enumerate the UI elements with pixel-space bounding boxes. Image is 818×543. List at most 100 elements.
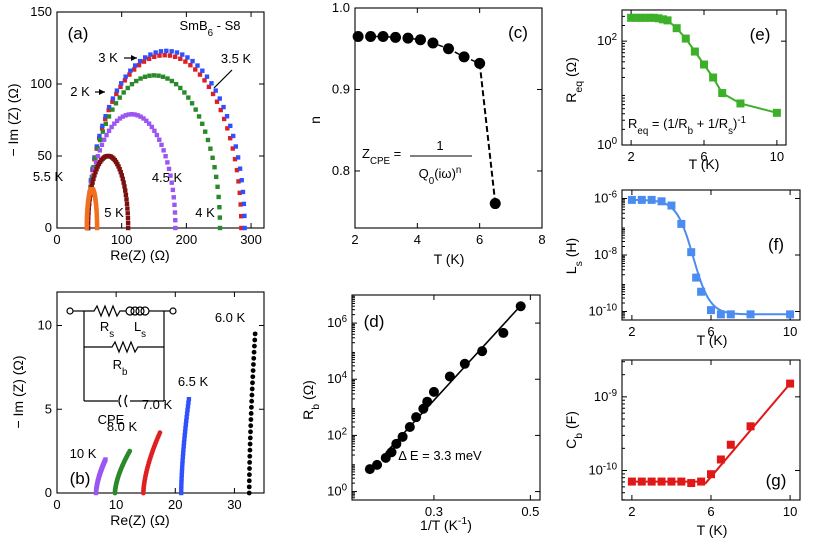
- y-axis-label-e-part-2: (Ω): [563, 57, 579, 81]
- y-tick-label-c: 1.0: [332, 0, 350, 15]
- y-axis-label-a: − Im (Z) (Ω): [5, 83, 21, 156]
- data-point-5K: [125, 225, 131, 231]
- data-point-3K: [114, 91, 119, 97]
- data-point-c: [352, 31, 364, 43]
- data-point-3K: [183, 59, 188, 64]
- x-tick-label-c: 4: [414, 232, 421, 247]
- data-point-35K: [103, 114, 108, 119]
- y-axis-label-f-part-2: (H): [563, 238, 579, 261]
- terminal-right: [169, 307, 177, 315]
- data-point-60K: [247, 466, 252, 471]
- resistor-rb: [84, 340, 164, 354]
- x-axis-label-e: T (K): [689, 156, 720, 172]
- data-point-3K: [197, 72, 203, 77]
- formula-num-c: 1: [436, 138, 443, 153]
- data-point-45K: [172, 202, 177, 208]
- formula-e-part-1: eq: [637, 126, 648, 137]
- data-point-5K: [91, 176, 96, 182]
- data-point-45K: [95, 154, 101, 159]
- data-point-c: [365, 31, 377, 43]
- data-point-45K: [168, 173, 173, 178]
- data-point-35K: [239, 178, 244, 183]
- label-ls-part-1: s: [141, 329, 146, 340]
- data-point-35K: [209, 81, 214, 86]
- data-point-55K: [94, 210, 99, 215]
- data-point-3K: [227, 136, 233, 141]
- label-5K: 5 K: [104, 205, 124, 220]
- data-point-f: [687, 248, 696, 257]
- data-point-c: [443, 43, 454, 55]
- data-point-g: [746, 422, 755, 431]
- data-point-3K: [236, 179, 241, 184]
- plot-frame-f: [621, 189, 801, 321]
- data-point-35K: [230, 133, 236, 139]
- data-point-35K: [153, 50, 158, 55]
- data-point-g: [677, 477, 686, 486]
- data-point-60K: [247, 459, 253, 465]
- data-point-c: [377, 31, 389, 43]
- data-point-65K: [180, 451, 186, 456]
- y-tick-label-f-part-0: 10: [594, 247, 608, 262]
- data-point-e: [631, 13, 640, 22]
- y-tick-label-d: 100: [327, 482, 347, 499]
- data-point-f: [647, 195, 656, 204]
- y-tick-label-d-part-1: 4: [342, 370, 348, 381]
- panel-label-g: (g): [766, 471, 787, 490]
- panel-label-f: (f): [768, 235, 784, 254]
- data-point-d: [498, 327, 509, 338]
- data-point-3K: [131, 67, 137, 72]
- data-point-2K: [173, 81, 179, 87]
- data-point-65K: [186, 397, 192, 402]
- data-point-e: [772, 108, 781, 117]
- x-tick-label-g: 6: [707, 504, 714, 519]
- label-5.5K: 5.5 K: [33, 169, 64, 184]
- formula-lhs-c-part-2: =: [390, 146, 401, 161]
- data-point-5K: [115, 161, 120, 167]
- data-point-f: [716, 310, 725, 319]
- data-point-3K: [146, 56, 152, 62]
- label-rb-part-1: b: [122, 367, 128, 378]
- data-point-d: [444, 371, 455, 382]
- x-tick-label-e: 6: [700, 149, 707, 164]
- data-point-3K: [238, 214, 244, 219]
- data-point-65K: [182, 433, 187, 438]
- data-point-5K: [94, 166, 99, 172]
- formula-den-c-part-1: 0: [429, 176, 435, 187]
- data-point-3K: [210, 91, 216, 97]
- y-tick-label-d-part-0: 10: [327, 427, 341, 442]
- trend-line-c-drop: [478, 63, 497, 204]
- x-tick-label-g: 2: [628, 504, 635, 519]
- data-point-3K: [234, 167, 240, 173]
- x-tick-label-c: 8: [538, 232, 545, 247]
- data-point-d: [391, 438, 402, 449]
- data-point-35K: [132, 63, 138, 68]
- data-point-2K: [97, 137, 103, 143]
- x-tick-label-d: 0.3: [425, 504, 443, 519]
- y-tick-label-f: 10-6: [594, 189, 617, 206]
- data-point-2K: [217, 205, 222, 210]
- data-point-45K: [132, 112, 137, 117]
- data-point-2K: [113, 101, 119, 106]
- data-point-55K: [84, 223, 89, 228]
- data-point-e: [681, 34, 690, 43]
- y-tick-label-d: 102: [327, 426, 347, 443]
- formula-e-part-4: + 1/R: [693, 116, 728, 131]
- data-point-65K: [181, 440, 187, 445]
- formula-e-part-2: = (1/R: [648, 116, 687, 131]
- formula-e: Req = (1/Rb + 1/Rs)-1: [628, 115, 746, 137]
- data-point-3K: [99, 126, 105, 131]
- data-point-5K: [89, 184, 94, 189]
- y-axis-label-g-part-0: C: [563, 439, 579, 449]
- chart-subtitle-a-part-0: SmB: [179, 18, 207, 33]
- data-point-35K: [242, 213, 247, 219]
- data-point-35K: [190, 58, 195, 64]
- data-point-f: [627, 195, 636, 204]
- y-tick-label-f-part-0: 10: [588, 304, 602, 319]
- data-point-2K: [121, 90, 126, 95]
- formula-den-c-part-3: n: [456, 165, 461, 176]
- data-point-55K: [93, 203, 99, 208]
- data-point-3K: [238, 202, 243, 207]
- data-point-60K: [247, 435, 253, 441]
- data-point-45K: [152, 128, 157, 134]
- data-point-3K: [152, 54, 157, 60]
